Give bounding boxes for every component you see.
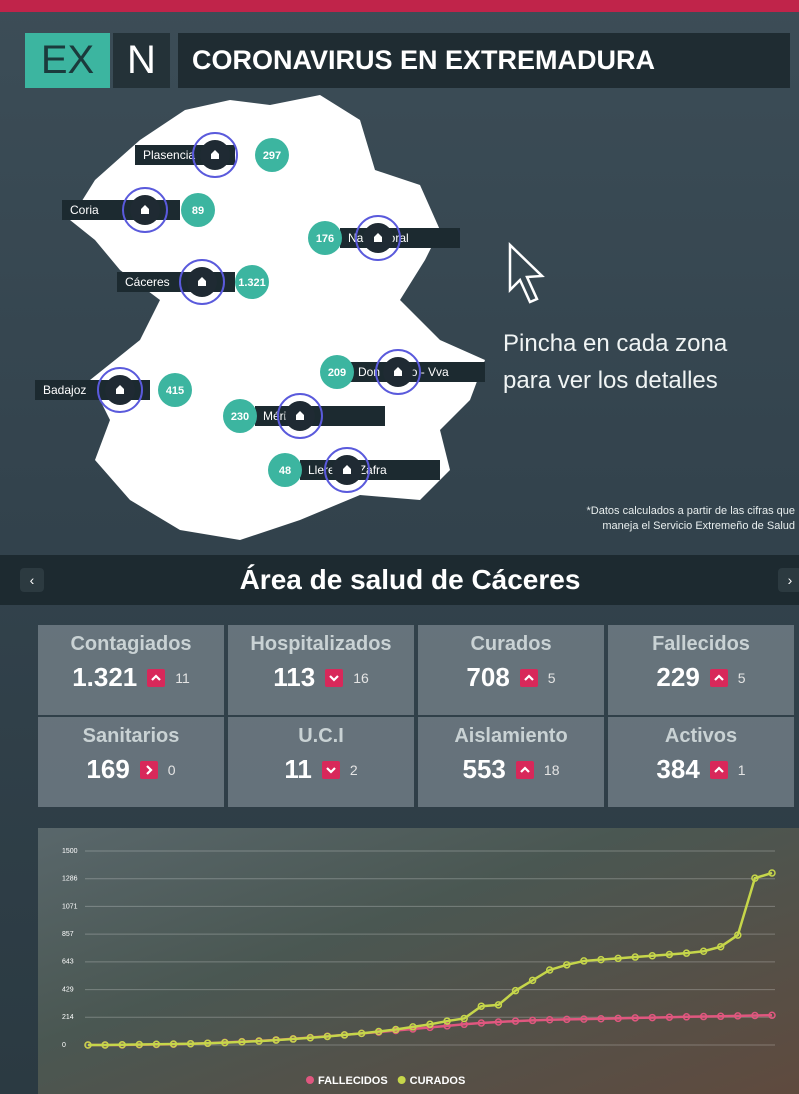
stat-label: Curados [418,633,604,656]
hint-line: para ver los detalles [503,367,718,395]
y-tick-label: 643 [62,959,74,966]
trend-icon [322,761,340,779]
stat-row: 229 5 [608,662,794,693]
trend-icon [516,761,534,779]
stat-change: 11 [175,670,190,686]
y-tick-label: 214 [62,1014,74,1021]
series-line [88,873,772,1045]
trend-icon [325,669,343,687]
stat-change: 2 [350,762,358,778]
zone-name: Cáceres [125,275,170,289]
next-button[interactable]: › [778,568,799,592]
stat-label: Contagiados [38,633,224,656]
zone-count: 415 [166,385,184,397]
zone-count: 176 [316,233,334,245]
stat-row: 1.321 11 [38,662,224,693]
legend-label: FALLECIDOS [318,1075,388,1087]
stat-row: 708 5 [418,662,604,693]
footnote: maneja el Servicio Extremeño de Salud [602,520,795,532]
stat-change: 5 [738,670,746,686]
trend-box [520,669,538,687]
y-tick-label: 1500 [62,848,78,855]
zone-name: Coria [70,203,99,217]
stat-label: Fallecidos [608,633,794,656]
area-title: Área de salud de Cáceres [0,555,799,605]
stat-value: 113 [273,662,315,693]
stat-change: 0 [168,762,176,778]
legend-label: CURADOS [410,1075,466,1087]
page: Coronavirus en Extremadura {"header": {"… [0,0,799,1094]
trend-box [322,761,340,779]
y-tick-label: 857 [62,931,74,938]
logo-n: N [113,33,170,88]
trend-box [147,669,165,687]
stat-card: Hospitalizados 113 16 [228,625,414,715]
footnote: *Datos calculados a partir de las cifras… [587,505,796,517]
stat-label: Sanitarios [38,725,224,748]
map: Plasencia297Coria89Navalmoral176Cáceres1… [0,90,799,550]
stat-label: Hospitalizados [228,633,414,656]
stat-value: 553 [463,754,506,785]
zone-name: Badajoz [43,383,86,397]
legend-marker [306,1076,314,1084]
chart: 0 214 429 643 857 1071 1286 1500 FALLECIDOS CURAD… [0,828,799,1094]
stat-value: 229 [656,662,699,693]
trend-icon [147,669,165,687]
zone-count: 89 [192,205,204,217]
stat-change: 16 [353,670,369,686]
stat-card: Contagiados 1.321 11 [38,625,224,715]
stat-label: Aislamiento [418,725,604,748]
stat-row: 113 16 [228,662,414,693]
stat-value: 11 [284,754,312,785]
trend-icon [520,669,538,687]
stat-card: Fallecidos 229 5 [608,625,794,715]
stat-card: U.C.I 11 2 [228,717,414,807]
trend-icon [710,669,728,687]
y-tick-label: 429 [62,986,74,993]
stat-value: 384 [656,754,699,785]
stat-row: 384 1 [608,754,794,785]
y-tick-label: 1286 [62,876,78,883]
page-body: EX N CORONAVIRUS EN EXTREMADURA Plasenci… [0,0,799,1094]
legend-marker [398,1076,406,1084]
trend-box [140,761,158,779]
hint-line: Pincha en cada zona [503,330,727,358]
stat-value: 1.321 [72,662,137,693]
stat-label: Activos [608,725,794,748]
stat-card: Sanitarios1690 [38,717,224,807]
zone-count: 48 [279,465,291,477]
zone-count: 230 [231,411,249,423]
stat-change: 18 [544,762,560,778]
stat-value: 169 [86,754,129,785]
zone-name: Plasencia [143,148,195,162]
y-tick-label: 1071 [62,903,78,910]
stat-value: 708 [466,662,509,693]
trend-icon [710,761,728,779]
stat-label: U.C.I [228,725,414,748]
stat-change: 1 [738,762,746,778]
trend-box [325,669,343,687]
stat-row: 553 18 [418,754,604,785]
stat-card: Activos 384 1 [608,717,794,807]
stat-row: 1690 [38,754,224,785]
prev-button[interactable]: ‹ [20,568,44,592]
zone-count: 1.321 [238,277,266,289]
cursor-icon [510,245,542,302]
stat-card: Aislamiento 553 18 [418,717,604,807]
page-title: CORONAVIRUS EN EXTREMADURA [178,33,790,88]
trend-box [516,761,534,779]
zone-count: 209 [328,367,346,379]
stat-card: Curados 708 5 [418,625,604,715]
zone-count: 297 [263,150,281,162]
logo-ex: EX [25,33,110,88]
stat-row: 11 2 [228,754,414,785]
stat-change: 5 [548,670,556,686]
trend-icon [140,761,158,779]
trend-box [710,669,728,687]
trend-box [710,761,728,779]
top-bar [0,0,799,12]
y-tick-label: 0 [62,1042,66,1049]
